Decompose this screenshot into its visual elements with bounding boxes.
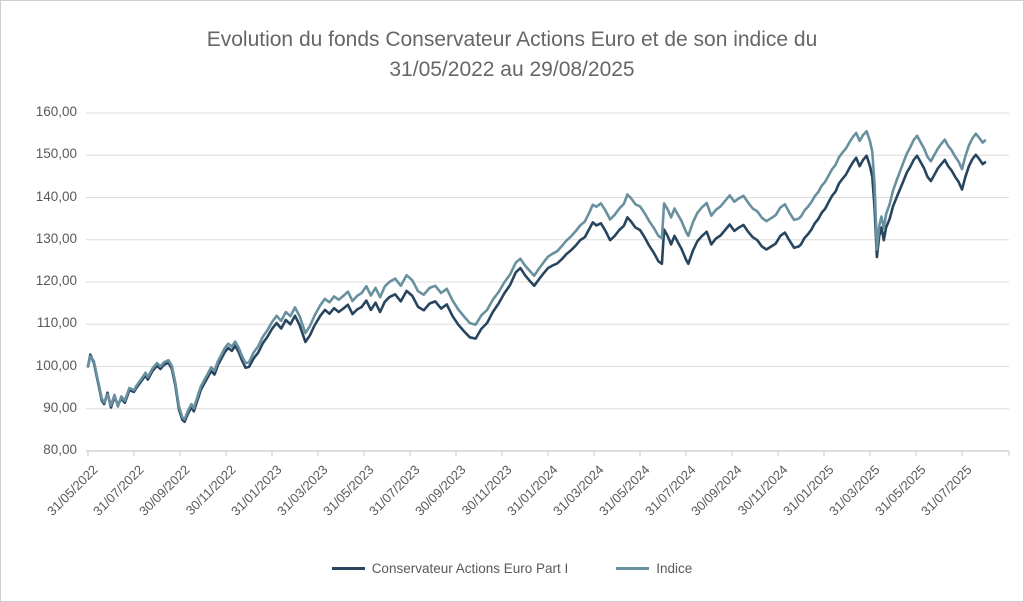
y-tick-label: 130,00 [35,230,77,246]
y-tick-label: 90,00 [43,399,77,415]
y-tick-label: 110,00 [36,315,77,331]
fund-series-line [86,153,987,424]
y-tick-label: 160,00 [35,104,77,119]
y-tick-label: 100,00 [35,357,77,373]
y-tick-label: 150,00 [35,146,77,162]
chart-title-line1: Evolution du fonds Conservateur Actions … [206,28,818,51]
legend-label: Indice [656,561,693,576]
indice-series-line [86,129,987,421]
legend-label: Conservateur Actions Euro Part I [371,561,569,576]
chart-title: Evolution du fonds Conservateur Actions … [41,25,983,85]
legend-item: Conservateur Actions Euro Part I [331,561,569,576]
legend-line-swatch [331,567,365,570]
legend: Conservateur Actions Euro Part I Indice [1,561,1023,576]
legend-item: Indice [616,561,692,576]
chart-title-line2: 31/05/2022 au 29/08/2025 [389,58,635,81]
legend-line-swatch [616,567,650,570]
y-tick-label: 140,00 [35,188,77,204]
y-tick-label: 120,00 [35,273,77,288]
y-tick-label: 80,00 [43,442,77,457]
